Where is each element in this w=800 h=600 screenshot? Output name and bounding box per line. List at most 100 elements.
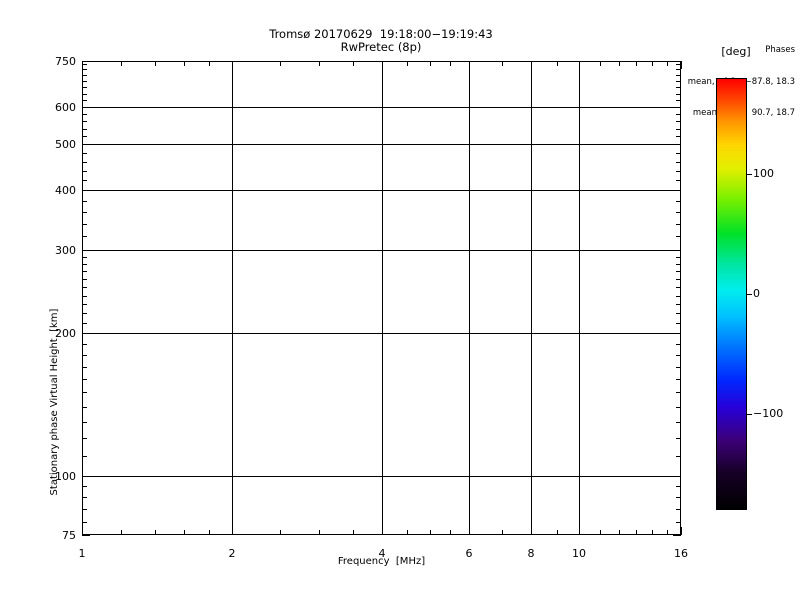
ytick-minor-right: [676, 94, 681, 95]
xtick-minor-top: [502, 61, 503, 66]
xtick-minor: [450, 530, 451, 535]
gridline-x-2: [232, 61, 233, 535]
ytick-minor: [82, 162, 87, 163]
ytick-minor-right: [676, 407, 681, 408]
ytick-minor: [82, 212, 87, 213]
xtick-minor-top: [619, 61, 620, 66]
ytick-minor-right: [676, 236, 681, 237]
ytick-minor: [82, 180, 87, 181]
ytick-label-500: 500: [55, 138, 76, 151]
ytick-minor: [82, 313, 87, 314]
gridline-x-10: [579, 61, 580, 535]
xtick-minor: [557, 530, 558, 535]
colorbar-gradient: [716, 78, 747, 510]
ytick-major-right-300: [673, 250, 681, 251]
xtick-label-8: 8: [527, 547, 535, 560]
xtick-minor-top: [209, 61, 210, 66]
ytick-minor-right: [676, 509, 681, 510]
ytick-minor-right: [676, 313, 681, 314]
xtick-major-8: [531, 527, 532, 535]
ytick-minor-right: [676, 456, 681, 457]
gridline-x-6: [469, 61, 470, 535]
colorbar-tick-label-0: 0: [753, 287, 760, 300]
xtick-major-top-10: [579, 61, 580, 69]
ytick-minor-right: [676, 121, 681, 122]
figure-title-line2: RwPretec (8p): [340, 40, 422, 54]
ytick-minor-right: [676, 264, 681, 265]
ytick-minor: [82, 367, 87, 368]
xtick-minor: [209, 530, 210, 535]
ytick-minor-right: [676, 162, 681, 163]
xtick-minor-top: [557, 61, 558, 66]
ytick-minor: [82, 304, 87, 305]
ytick-minor-right: [676, 355, 681, 356]
xtick-label-10: 10: [572, 547, 586, 560]
ytick-minor: [82, 522, 87, 523]
ytick-minor: [82, 456, 87, 457]
ytick-minor-right: [676, 171, 681, 172]
ytick-minor: [82, 75, 87, 76]
xtick-major-1: [82, 527, 83, 535]
ytick-major-100: [82, 476, 90, 477]
ytick-minor: [82, 323, 87, 324]
xtick-major-2: [232, 527, 233, 535]
ytick-major-right-600: [673, 107, 681, 108]
xtick-label-2: 2: [228, 547, 236, 560]
ytick-minor-right: [676, 323, 681, 324]
ytick-minor-right: [676, 212, 681, 213]
colorbar-tick-0: [747, 294, 752, 295]
ytick-minor-right: [676, 69, 681, 70]
xtick-minor-top: [319, 61, 320, 66]
ytick-minor: [82, 438, 87, 439]
ytick-minor: [82, 136, 87, 137]
xtick-major-top-2: [232, 61, 233, 69]
ytick-minor-right: [676, 257, 681, 258]
gridline-y-400: [82, 190, 681, 191]
xtick-label-4: 4: [378, 547, 386, 560]
colorbar-canvas: [716, 78, 747, 510]
ytick-label-200: 200: [55, 327, 76, 340]
ytick-minor-right: [676, 438, 681, 439]
colorbar-tick-100: [747, 174, 752, 175]
ytick-minor-right: [676, 497, 681, 498]
ytick-major-right-100: [673, 476, 681, 477]
figure-title-line1: Tromsø 20170629 19:18:00−19:19:43: [269, 27, 493, 41]
ytick-minor: [82, 201, 87, 202]
xtick-label-1: 1: [78, 547, 86, 560]
ytick-minor: [82, 271, 87, 272]
ytick-minor-right: [676, 271, 681, 272]
xtick-major-top-1: [82, 61, 83, 69]
ytick-label-300: 300: [55, 244, 76, 257]
ytick-minor-right: [676, 180, 681, 181]
ytick-minor-right: [676, 129, 681, 130]
xtick-minor-top: [652, 61, 653, 66]
xtick-label-6: 6: [465, 547, 473, 560]
ytick-minor: [82, 153, 87, 154]
xtick-minor: [121, 530, 122, 535]
ytick-major-right-750: [673, 61, 681, 62]
xtick-minor-top: [155, 61, 156, 66]
ytick-major-750: [82, 61, 90, 62]
ytick-minor-right: [676, 75, 681, 76]
ytick-minor: [82, 287, 87, 288]
ytick-major-right-400: [673, 190, 681, 191]
ytick-major-400: [82, 190, 90, 191]
ytick-label-100: 100: [55, 470, 76, 483]
xtick-minor-top: [407, 61, 408, 66]
phase-stats-header: Phases: [765, 45, 795, 55]
ytick-label-400: 400: [55, 184, 76, 197]
xtick-minor-top: [121, 61, 122, 66]
xtick-minor-top: [636, 61, 637, 66]
ytick-minor: [82, 64, 87, 65]
gridline-y-300: [82, 250, 681, 251]
ytick-minor-right: [676, 367, 681, 368]
ytick-minor: [82, 279, 87, 280]
xtick-major-6: [469, 527, 470, 535]
ytick-minor: [82, 392, 87, 393]
ytick-minor: [82, 69, 87, 70]
xtick-minor-top: [600, 61, 601, 66]
gridline-x-4: [382, 61, 383, 535]
ytick-label-75: 75: [62, 529, 76, 542]
ytick-minor-right: [676, 81, 681, 82]
